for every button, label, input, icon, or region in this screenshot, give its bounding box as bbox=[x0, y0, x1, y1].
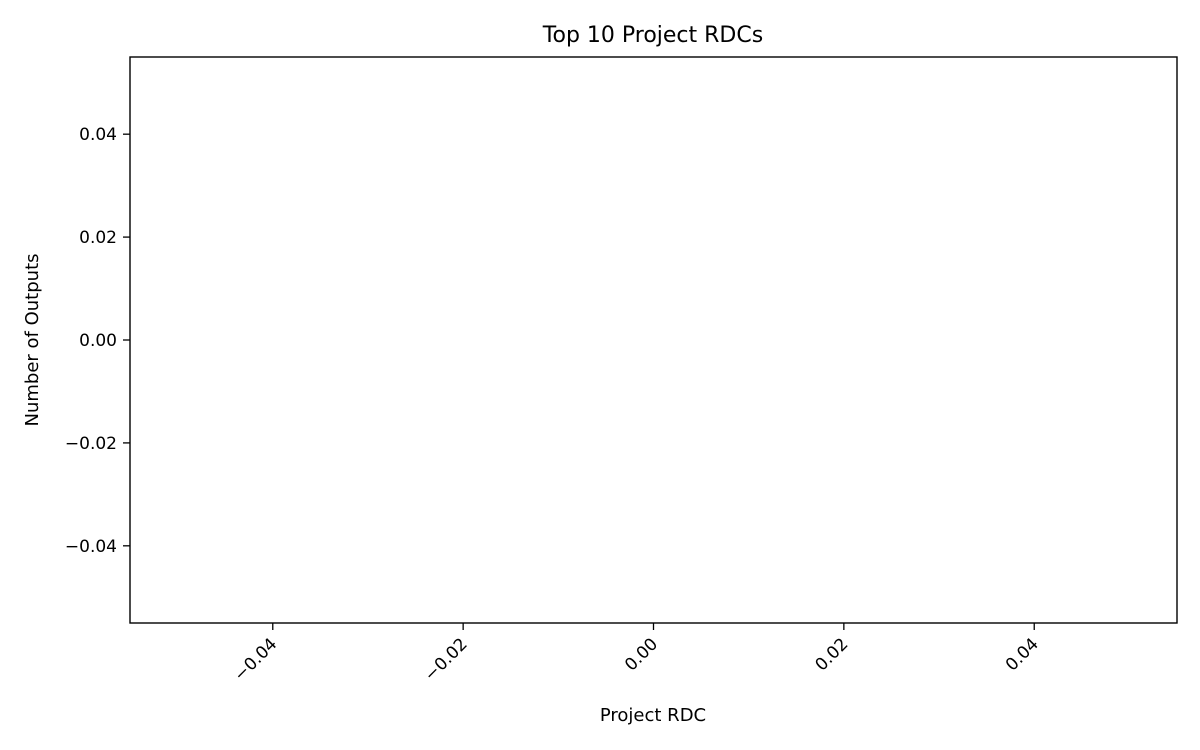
x-tick-label: 0.00 bbox=[621, 634, 662, 675]
y-tick-label: −0.04 bbox=[65, 537, 117, 557]
y-tick-label: −0.02 bbox=[65, 434, 117, 454]
x-tick-label: 0.04 bbox=[1002, 634, 1043, 675]
x-tick-label: 0.02 bbox=[811, 634, 852, 675]
x-tick-label: −0.04 bbox=[230, 634, 281, 685]
y-tick-label: 0.04 bbox=[79, 125, 117, 145]
y-tick-label: 0.02 bbox=[79, 228, 117, 248]
chart-title: Top 10 Project RDCs bbox=[542, 23, 763, 48]
x-axis: −0.04 −0.02 0.00 0.02 0.04 bbox=[230, 623, 1043, 685]
y-tick-label: 0.00 bbox=[79, 331, 117, 351]
y-axis-label: Number of Outputs bbox=[22, 253, 43, 426]
plot-area bbox=[129, 56, 1178, 624]
x-axis-label: Project RDC bbox=[600, 705, 706, 726]
x-tick-label: −0.02 bbox=[421, 634, 472, 685]
y-axis: 0.04 0.02 0.00 −0.02 −0.04 bbox=[65, 125, 130, 557]
